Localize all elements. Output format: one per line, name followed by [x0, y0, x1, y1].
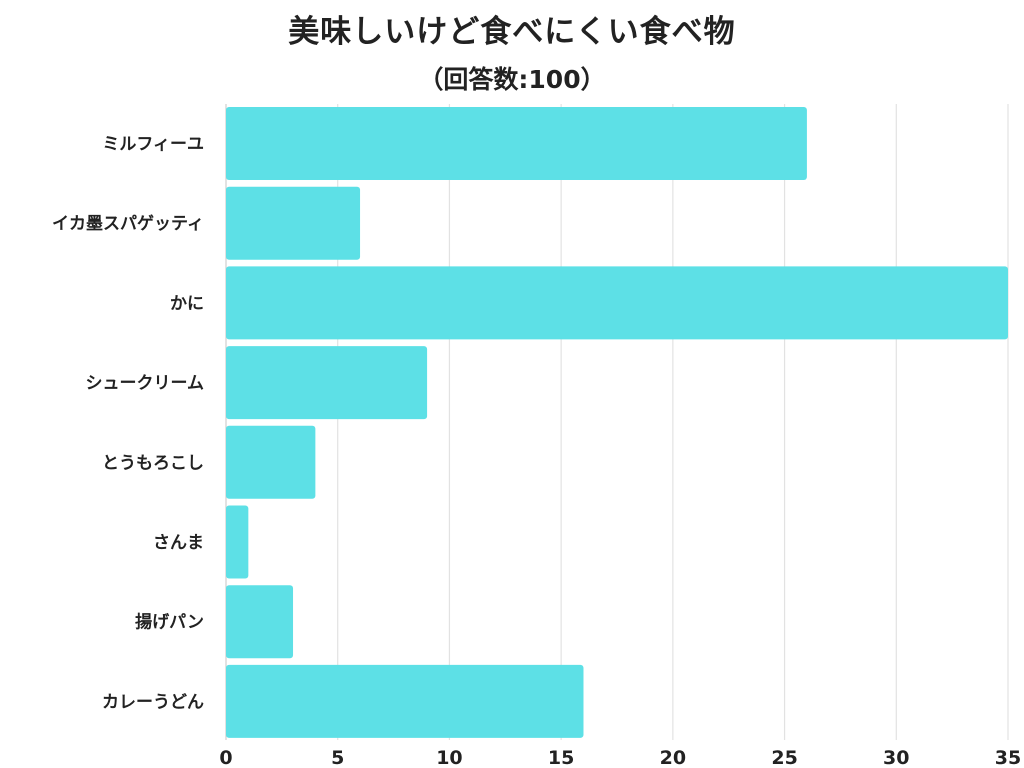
x-tick-label: 10 [436, 747, 462, 768]
x-tick-label: 35 [995, 747, 1021, 768]
bars [226, 107, 1008, 738]
bar [226, 346, 428, 420]
category-label: さんま [153, 533, 204, 553]
bar [226, 107, 807, 180]
category-label: イカ墨スパゲッティ [52, 213, 204, 234]
x-tick-label: 25 [771, 747, 797, 768]
chart-subtitle: （回答数:100） [418, 65, 606, 94]
bar [226, 425, 316, 499]
x-tick-label: 30 [883, 747, 909, 768]
bar [226, 664, 584, 738]
chart-title: 美味しいけど食べにくい食べ物 [288, 14, 736, 50]
category-label: シュークリーム [86, 374, 205, 394]
category-label: カレーうどん [102, 692, 204, 712]
bar [226, 186, 361, 260]
bar [226, 505, 249, 579]
bar [226, 266, 1008, 340]
category-label: 揚げパン [135, 613, 204, 633]
category-label: とうもろこし [102, 453, 204, 473]
category-labels: ミルフィーユイカ墨スパゲッティかにシュークリームとうもろこしさんま揚げパンカレー… [52, 135, 204, 713]
x-tick-label: 5 [331, 747, 344, 768]
gridlines [225, 104, 1009, 740]
x-tick-label: 0 [219, 747, 232, 768]
x-tick-label: 20 [660, 747, 686, 768]
category-label: ミルフィーユ [102, 135, 204, 155]
x-tick-labels: 0 5 10 15 20 25 30 35 [219, 747, 1021, 768]
x-tick-label: 15 [548, 747, 574, 768]
bar [226, 585, 294, 659]
category-label: かに [170, 294, 204, 314]
